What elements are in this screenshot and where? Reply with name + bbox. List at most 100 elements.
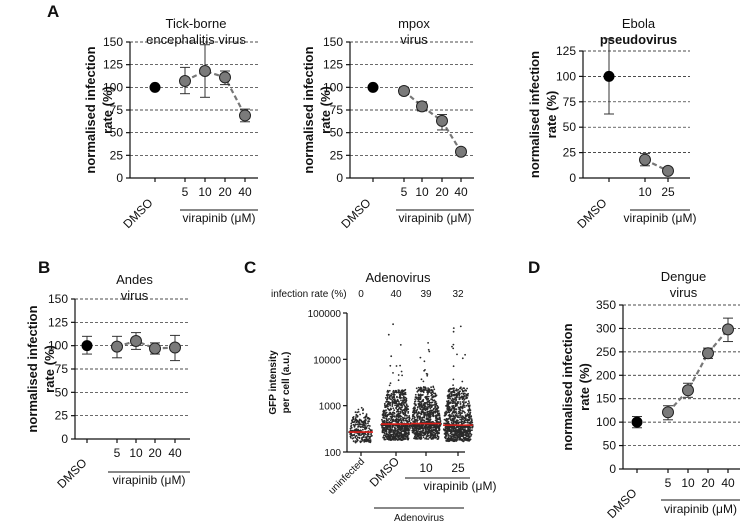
- adeno-outlier: [452, 327, 455, 329]
- adeno-dot: [419, 433, 422, 436]
- adeno-dot: [403, 425, 406, 428]
- adeno-dot: [419, 393, 422, 396]
- adeno-dot: [368, 441, 370, 443]
- adeno-dot: [413, 428, 415, 430]
- adeno-dot: [458, 431, 460, 434]
- adeno-outlier: [392, 372, 394, 374]
- adeno-dot: [421, 434, 423, 437]
- adeno-dot: [417, 400, 420, 403]
- adeno-dot: [417, 417, 419, 419]
- adeno-dot: [396, 429, 399, 432]
- adeno-dot: [436, 410, 438, 413]
- adeno-dot: [449, 432, 452, 435]
- adeno-dot: [382, 421, 384, 424]
- ebola-title-line2: pseudovirus: [600, 32, 677, 47]
- adeno-dot: [414, 398, 416, 401]
- adeno-dot: [403, 419, 405, 422]
- adeno-dot: [397, 400, 400, 403]
- dengue-title-line1: Dengue: [661, 269, 707, 284]
- adeno-dot: [425, 431, 428, 433]
- adeno-dot: [428, 431, 431, 433]
- adeno-dot: [362, 428, 364, 431]
- adeno-outlier: [354, 411, 357, 414]
- adeno-dot: [405, 397, 408, 400]
- adeno-dot: [369, 439, 372, 442]
- ebola-ytick-label: 100: [556, 69, 576, 83]
- mpox-group-label: virapinib (μM): [399, 211, 472, 225]
- adeno-dot: [369, 436, 372, 438]
- adeno-dot: [356, 429, 359, 432]
- adeno-dot: [355, 416, 357, 418]
- dengue-title-line2: virus: [670, 285, 698, 300]
- andes-xcat-label: 20: [148, 446, 162, 460]
- adeno-dot: [465, 415, 468, 417]
- adeno-dot: [450, 414, 452, 417]
- ebola-title-line1: Ebola: [622, 16, 656, 31]
- adeno-dot: [397, 416, 400, 419]
- adeno-dot: [408, 431, 410, 433]
- adeno-dot: [461, 407, 464, 410]
- adeno-dot: [402, 401, 404, 403]
- adeno-dot: [432, 435, 435, 438]
- adeno-dot: [419, 415, 421, 418]
- adeno-outlier: [452, 343, 455, 346]
- adeno-dot: [389, 404, 391, 407]
- adeno-dot: [452, 411, 455, 414]
- adeno-dot: [361, 438, 364, 441]
- adeno-dot: [400, 421, 403, 424]
- adeno-outlier: [422, 380, 425, 383]
- adeno-dot: [415, 397, 418, 400]
- adeno-dot: [447, 399, 450, 402]
- adeno-dot: [427, 430, 430, 433]
- adeno-dot: [391, 426, 394, 429]
- adeno-ylabel-line2: per cell (a.u.): [281, 352, 292, 414]
- adeno-dot: [368, 439, 370, 442]
- adeno-dot: [392, 393, 395, 396]
- adeno-dot: [399, 393, 401, 396]
- adeno-dot: [426, 390, 429, 393]
- adeno-dot: [448, 389, 450, 391]
- adeno-dot: [432, 408, 435, 411]
- adeno-dot: [408, 415, 411, 417]
- adeno-dot: [454, 436, 457, 439]
- adeno-dot: [464, 421, 466, 424]
- adeno-dot: [398, 427, 400, 430]
- mpox-ytick-label: 125: [323, 58, 343, 72]
- adeno-dot: [431, 396, 434, 399]
- adeno-dot: [435, 403, 438, 406]
- adeno-dot: [384, 428, 386, 431]
- adeno-dot: [423, 405, 425, 407]
- adeno-dot: [401, 405, 404, 407]
- tbev-xcat-label: 5: [182, 185, 189, 199]
- adeno-dot: [436, 414, 438, 417]
- adeno-dot: [429, 407, 432, 410]
- andes-ytick-label: 100: [48, 339, 68, 353]
- andes-data-point: [169, 341, 181, 354]
- adeno-dot: [358, 418, 361, 421]
- adeno-outlier: [359, 413, 361, 416]
- adeno-dot: [397, 389, 400, 391]
- adeno-dot: [459, 401, 462, 403]
- andes-data-point: [149, 342, 161, 355]
- adeno-dot: [358, 436, 361, 439]
- adeno-dot: [454, 402, 457, 405]
- adeno-dot: [423, 419, 426, 422]
- adeno-outlier: [401, 374, 403, 377]
- dengue-xcat-label: 40: [721, 476, 735, 490]
- adeno-dot: [447, 407, 450, 410]
- adeno-dot: [462, 432, 465, 435]
- adeno-dot: [363, 416, 365, 419]
- adeno-dot: [458, 398, 461, 400]
- adeno-dot: [397, 420, 400, 423]
- dengue-ytick-label: 150: [596, 392, 616, 406]
- adeno-dot: [459, 436, 462, 438]
- adeno-dot: [455, 399, 457, 402]
- adeno-outlier: [400, 370, 403, 373]
- adeno-dot: [349, 433, 352, 435]
- adeno-dot: [471, 421, 474, 424]
- adeno-dot: [436, 438, 439, 440]
- andes-ytick-label: 150: [48, 292, 68, 306]
- adeno-dot: [395, 437, 398, 440]
- dengue-trend-line: [667, 328, 729, 414]
- adeno-dot: [461, 439, 464, 441]
